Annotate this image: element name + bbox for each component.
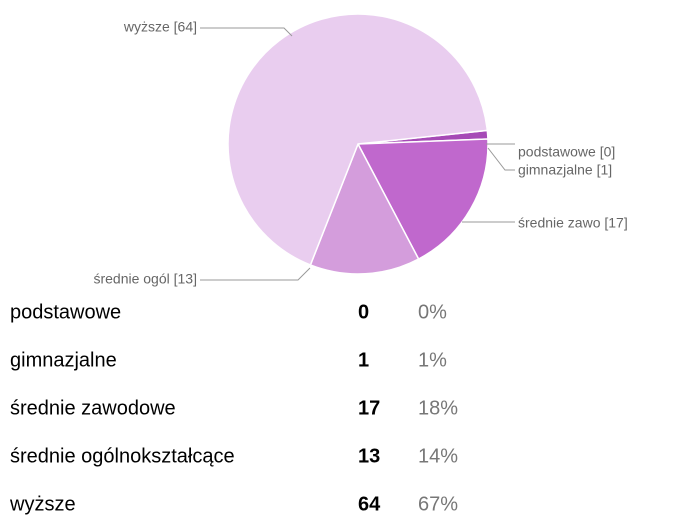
leader-line: [200, 267, 311, 281]
slice-label: średnie zawo [17]: [518, 215, 628, 231]
count: 64: [358, 493, 381, 515]
count: 13: [358, 445, 380, 467]
count: 1: [358, 349, 369, 371]
pie-slice: [309, 142, 420, 275]
count: 0: [358, 301, 369, 323]
pie-slice: [227, 13, 489, 266]
pie-slice: [356, 138, 489, 261]
category-name: wyższe: [9, 493, 76, 515]
percent: 14%: [418, 445, 458, 467]
slice-label: średnie ogól [13]: [93, 271, 197, 287]
leader-line: [487, 147, 515, 171]
count: 17: [358, 397, 380, 419]
category-name: podstawowe: [10, 301, 121, 323]
percent: 1%: [418, 349, 447, 371]
slice-label: wyższe [64]: [123, 19, 197, 35]
percent: 0%: [418, 301, 447, 323]
leader-line: [200, 27, 293, 37]
slice-label: podstawowe [0]: [518, 144, 615, 160]
slice-label: gimnazjalne [1]: [518, 162, 612, 178]
category-name: średnie ogólnokształcące: [10, 445, 235, 467]
percent: 18%: [418, 397, 458, 419]
percent: 67%: [418, 493, 458, 515]
category-name: gimnazjalne: [10, 349, 117, 371]
category-name: średnie zawodowe: [10, 397, 176, 419]
